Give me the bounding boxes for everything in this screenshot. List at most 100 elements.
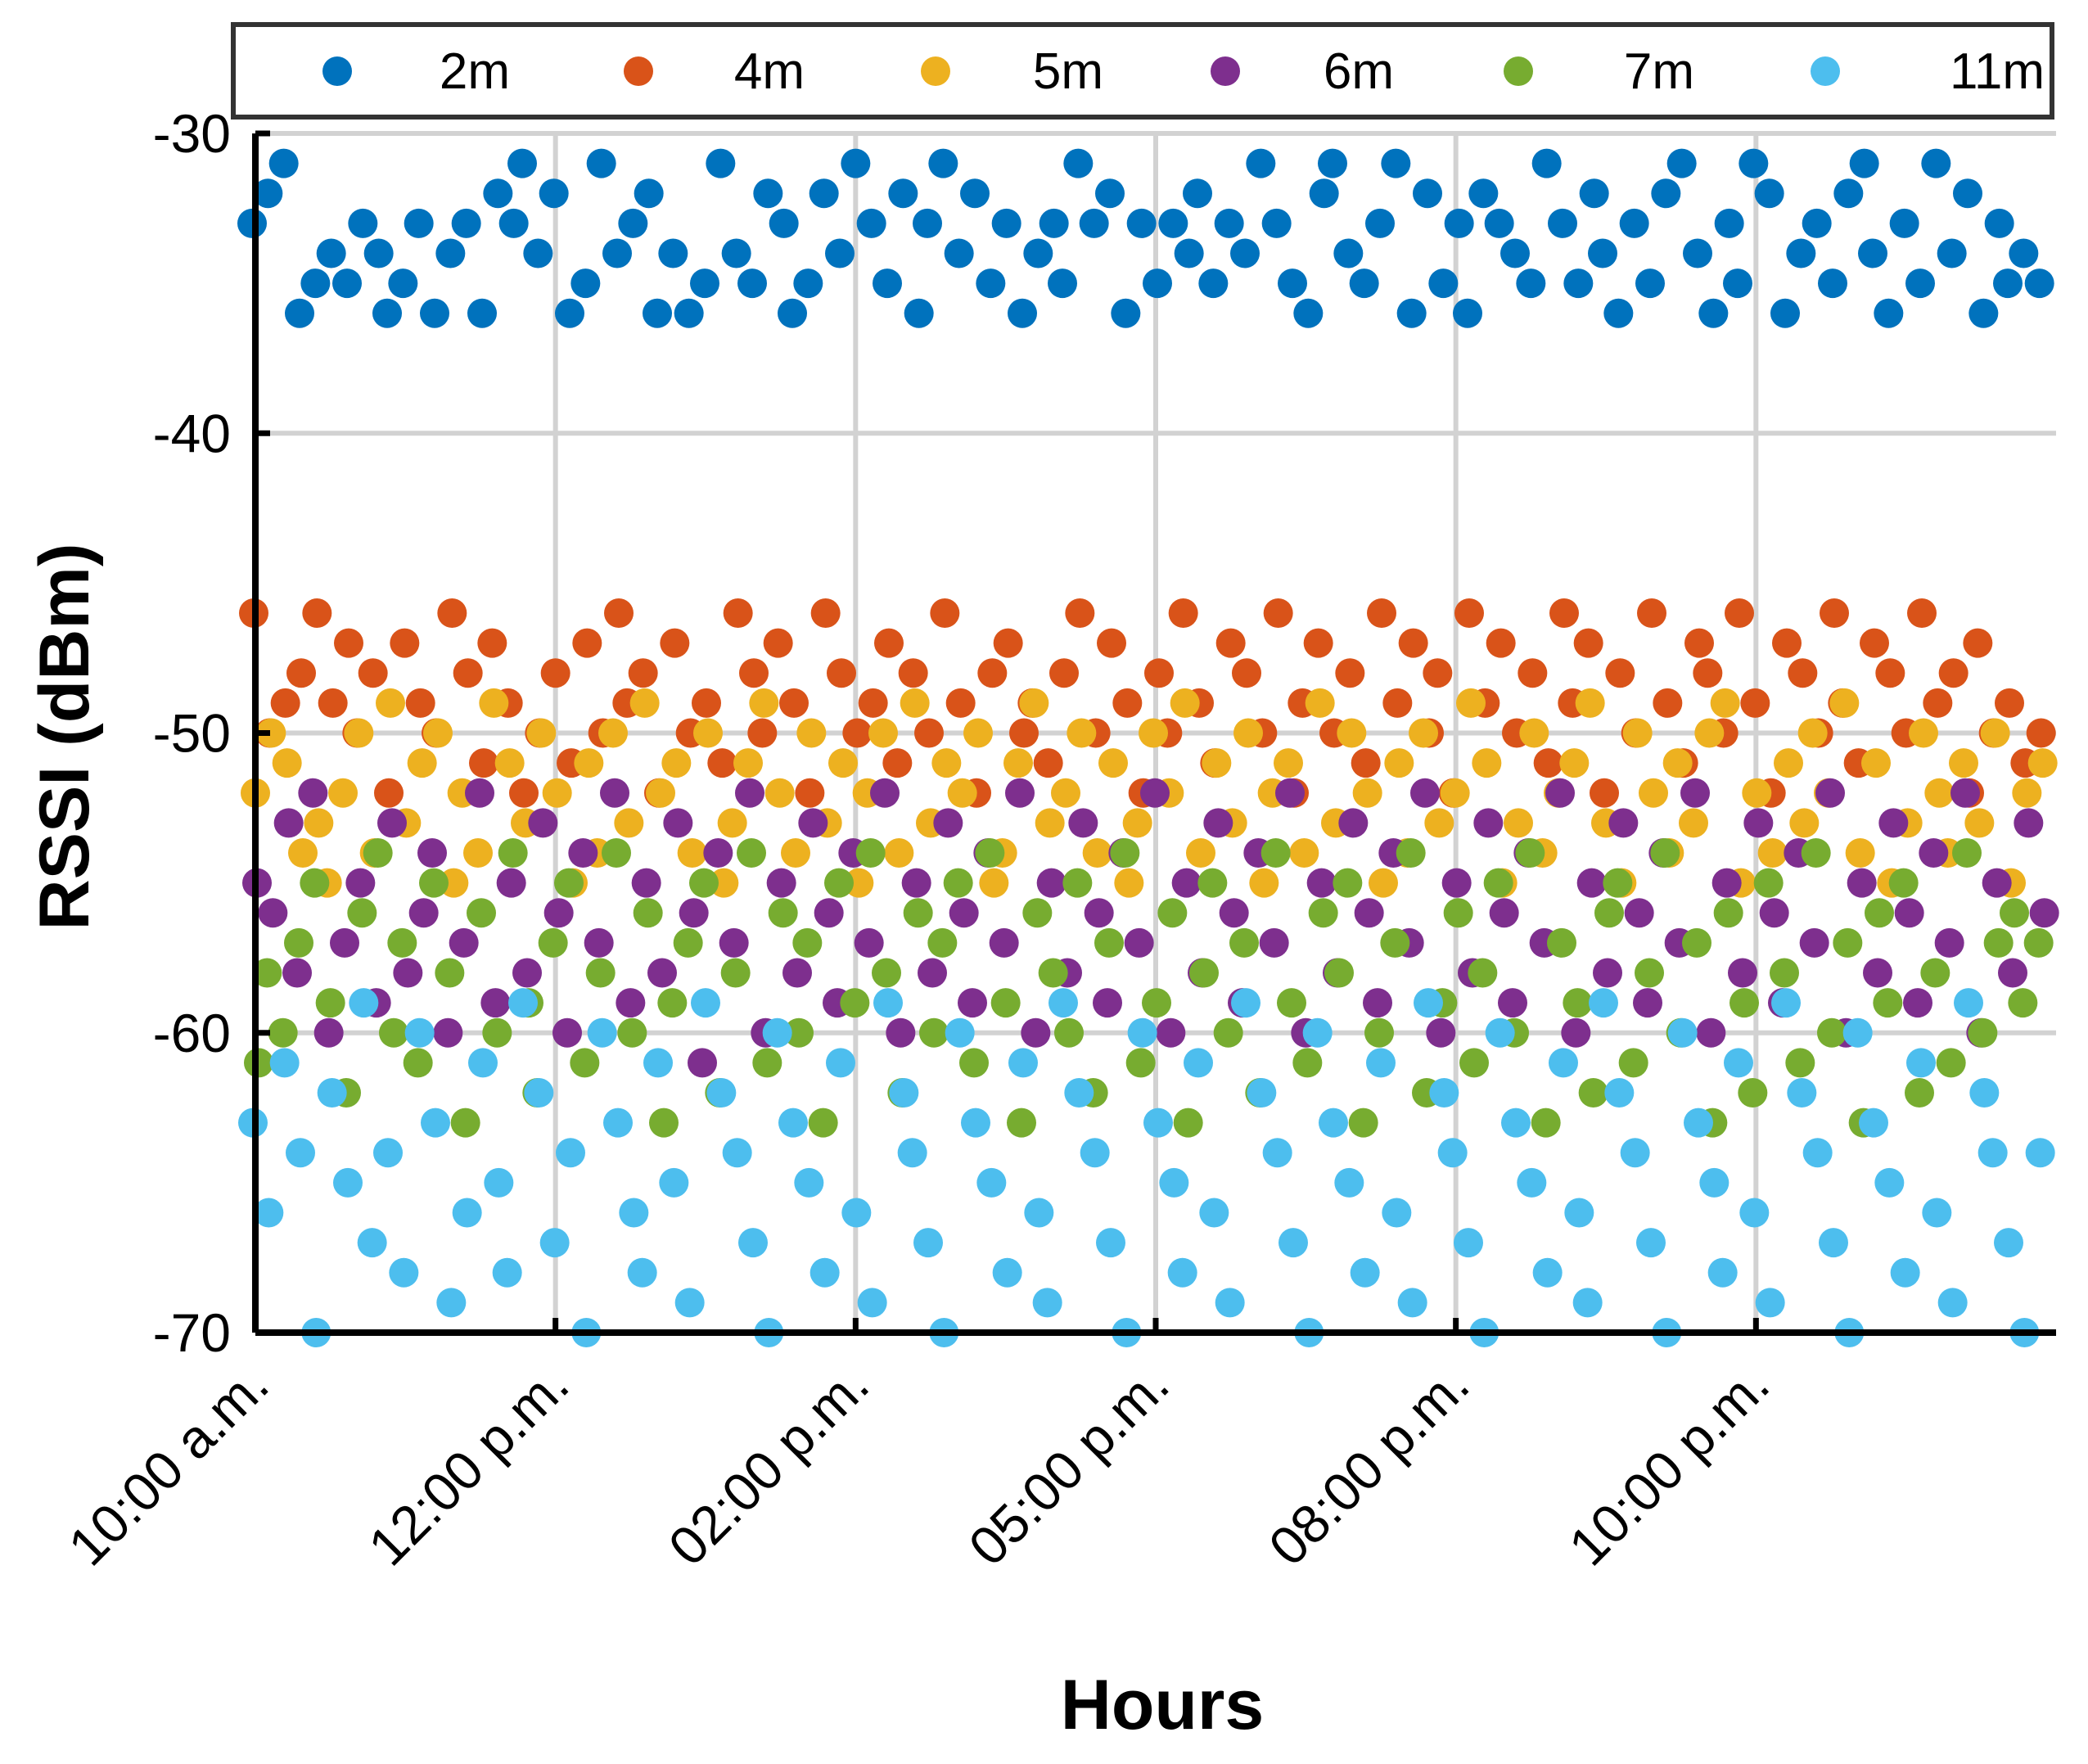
data-point-5m <box>1233 718 1263 748</box>
data-point-2m <box>1293 298 1324 328</box>
data-point-2m <box>913 208 942 238</box>
data-point-11m <box>333 1167 363 1198</box>
data-point-2m <box>363 238 394 268</box>
data-point-6m <box>1919 838 1949 868</box>
data-point-6m <box>735 778 764 808</box>
data-point-4m <box>1725 598 1754 628</box>
data-point-7m <box>1594 898 1624 928</box>
data-point-7m <box>554 868 584 898</box>
data-point-4m <box>1938 658 1968 688</box>
data-point-2m <box>1802 208 1832 238</box>
data-point-11m <box>492 1257 522 1288</box>
legend-marker-2m <box>322 56 352 86</box>
data-point-11m <box>976 1167 1007 1198</box>
data-point-7m <box>1260 838 1291 868</box>
data-point-6m <box>1982 868 2012 898</box>
data-point-6m <box>918 958 947 988</box>
data-point-6m <box>282 958 312 988</box>
data-point-2m <box>420 298 449 328</box>
data-point-7m <box>840 988 870 1018</box>
data-point-6m <box>1489 898 1519 928</box>
data-point-4m <box>1367 598 1396 628</box>
data-point-2m <box>1889 208 1919 238</box>
data-point-7m <box>284 927 313 958</box>
data-point-7m <box>959 1048 989 1078</box>
data-point-6m <box>1878 808 1909 838</box>
data-point-2m <box>769 208 799 238</box>
data-point-5m <box>979 868 1009 898</box>
data-point-4m <box>509 778 539 808</box>
data-point-11m <box>1589 988 1618 1018</box>
data-point-5m <box>796 718 827 748</box>
data-point-7m <box>403 1048 433 1078</box>
data-point-6m <box>1576 868 1607 898</box>
data-point-5m <box>1909 718 1938 748</box>
data-point-7m <box>1022 898 1053 928</box>
data-point-6m <box>1608 808 1639 838</box>
data-point-7m <box>657 988 688 1018</box>
data-point-5m <box>1472 748 1502 778</box>
data-point-7m <box>1459 1048 1489 1078</box>
data-point-7m <box>990 988 1021 1018</box>
data-point-5m <box>629 688 660 718</box>
data-point-11m <box>738 1228 768 1258</box>
data-point-4m <box>1454 598 1484 628</box>
data-point-11m <box>269 1048 300 1078</box>
data-point-2m <box>809 178 839 209</box>
data-point-4m <box>302 598 332 628</box>
data-point-6m <box>719 927 749 958</box>
data-point-5m <box>963 718 993 748</box>
data-point-11m <box>1978 1138 2008 1168</box>
data-point-2m <box>1349 268 1379 299</box>
data-point-4m <box>1303 628 1333 658</box>
data-point-4m <box>763 628 793 658</box>
data-point-2m <box>1953 178 1982 209</box>
data-point-2m <box>960 178 990 209</box>
data-point-2m <box>1126 208 1157 238</box>
data-point-11m <box>1707 1257 1738 1288</box>
data-point-2m <box>976 268 1006 299</box>
data-point-7m <box>1125 1048 1156 1078</box>
data-point-11m <box>1199 1198 1229 1228</box>
data-point-2m <box>1453 298 1482 328</box>
data-point-5m <box>661 748 692 778</box>
data-point-5m <box>1559 748 1590 778</box>
data-point-5m <box>677 838 707 868</box>
data-point-7m <box>1682 927 1711 958</box>
data-point-7m <box>808 1108 838 1138</box>
data-point-11m <box>1922 1198 1952 1228</box>
data-point-5m <box>1098 748 1128 778</box>
data-point-4m <box>1518 658 1548 688</box>
data-point-6m <box>512 958 542 988</box>
data-point-4m <box>1423 658 1453 688</box>
data-point-7m <box>1292 1048 1323 1078</box>
data-point-5m <box>733 748 763 778</box>
data-point-11m <box>1994 1228 2023 1258</box>
data-point-6m <box>1410 778 1440 808</box>
data-point-4m <box>779 688 809 718</box>
data-point-7m <box>268 1017 298 1048</box>
data-point-11m <box>508 988 538 1018</box>
data-point-7m <box>1936 1048 1966 1078</box>
data-point-2m <box>285 298 314 328</box>
data-point-11m <box>1302 1017 1333 1048</box>
data-point-6m <box>1498 988 1527 1018</box>
data-point-5m <box>1369 868 1398 898</box>
data-point-7m <box>1920 958 1950 988</box>
data-point-2m <box>793 268 823 299</box>
data-point-6m <box>528 808 558 838</box>
data-point-7m <box>1038 958 1068 988</box>
y-tick-label: -40 <box>153 403 231 463</box>
data-point-4m <box>795 778 825 808</box>
data-point-5m <box>1797 718 1828 748</box>
data-point-11m <box>1049 988 1078 1018</box>
data-point-4m <box>1486 628 1516 658</box>
data-point-11m <box>1215 1288 1245 1318</box>
data-point-2m <box>348 208 378 238</box>
data-point-2m <box>1849 148 1879 178</box>
data-point-11m <box>468 1048 498 1078</box>
data-point-7m <box>855 838 886 868</box>
data-point-11m <box>889 1078 919 1108</box>
data-point-2m <box>1874 298 1904 328</box>
